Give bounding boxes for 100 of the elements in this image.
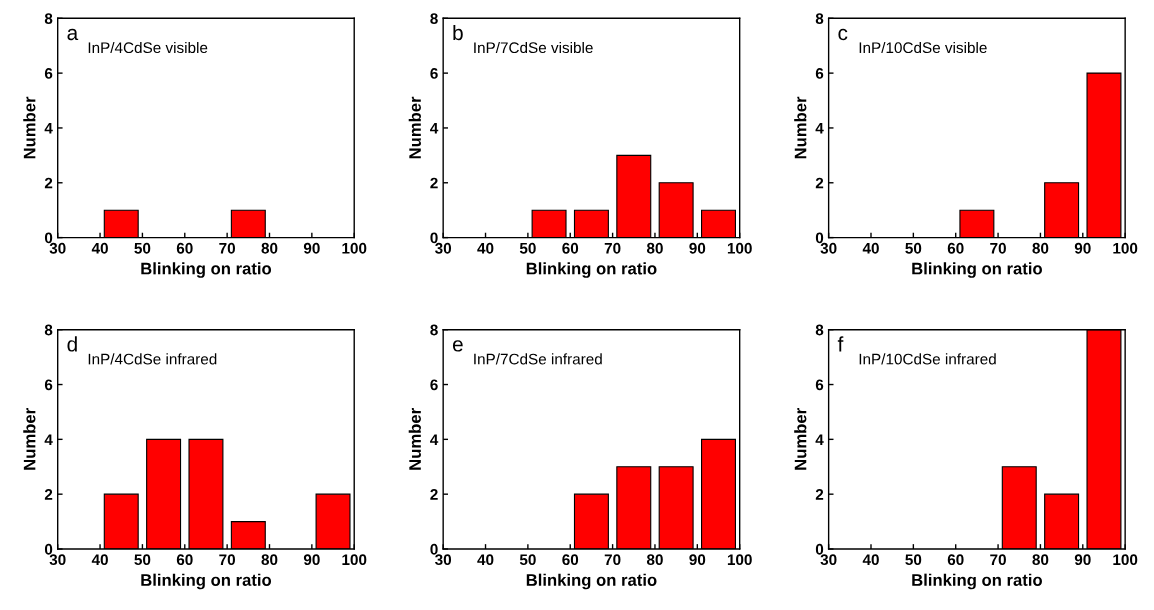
x-tick-label: 80 (646, 554, 663, 566)
x-tick-label: 40 (477, 554, 494, 566)
y-tick-label: 0 (44, 543, 53, 555)
x-tick-label: 60 (562, 554, 579, 566)
x-tick-label: 50 (905, 554, 922, 566)
x-tick-label: 100 (727, 242, 752, 254)
y-tick-label: 2 (44, 489, 53, 500)
x-tick-label: 70 (219, 554, 236, 566)
y-tick-label: 6 (815, 67, 824, 79)
annotation: InP/4CdSe visible (88, 41, 208, 54)
y-tick-label: 4 (815, 122, 824, 134)
annotation: d (67, 336, 77, 352)
x-tick-label: 90 (1074, 554, 1091, 566)
y-tick-label: 6 (430, 67, 438, 79)
y-tick-label: 8 (815, 324, 824, 336)
y-tick-label: 8 (44, 13, 53, 24)
y-tick-label: 6 (44, 379, 53, 391)
annotation: b (453, 24, 463, 41)
y-tick-label: 8 (815, 13, 824, 24)
x-tick-label: 50 (134, 242, 151, 254)
y-tick-label: 2 (815, 177, 824, 189)
annotation: e (452, 340, 463, 352)
x-tick-label: 70 (604, 554, 621, 566)
annotation: InP/7CdSe visible (474, 41, 593, 54)
x-tick-label: 100 (727, 554, 752, 566)
y-tick-label: 8 (430, 13, 438, 24)
y-tick-label: 0 (430, 543, 438, 555)
x-tick-label: 100 (342, 554, 367, 566)
x-tick-label: 60 (176, 554, 193, 566)
y-axis-title: Number (794, 96, 807, 159)
y-tick-label: 0 (44, 232, 53, 244)
x-tick-label: 40 (91, 242, 108, 254)
annotation: InP/7CdSe infrared (474, 353, 602, 365)
x-tick-label: 60 (562, 242, 579, 254)
x-tick-label: 90 (689, 242, 706, 254)
x-tick-label: 90 (303, 554, 320, 566)
x-tick-label: 30 (820, 242, 837, 254)
y-tick-label: 4 (815, 434, 824, 445)
annotation: InP/10CdSe infrared (859, 353, 996, 365)
y-tick-label: 2 (430, 177, 438, 189)
annotation: f (837, 336, 844, 352)
annotation: InP/10CdSe visible (859, 41, 987, 54)
y-tick-label: 0 (815, 543, 824, 555)
x-tick-label: 40 (477, 242, 494, 254)
x-tick-label: 60 (176, 242, 193, 254)
x-tick-label: 100 (342, 242, 367, 254)
x-tick-label: 90 (303, 242, 320, 254)
y-axis-title: Number (794, 408, 807, 470)
x-tick-label: 80 (1032, 554, 1049, 566)
x-tick-label: 70 (990, 554, 1006, 566)
x-axis-title: Blinking on ratio (141, 573, 272, 590)
x-tick-label: 70 (219, 242, 236, 254)
x-tick-label: 70 (604, 242, 621, 254)
x-tick-label: 60 (947, 554, 964, 566)
y-tick-label: 6 (430, 379, 438, 391)
annotation: InP/4CdSe infrared (88, 353, 217, 365)
x-tick-label: 90 (689, 554, 706, 566)
y-tick-label: 4 (430, 434, 439, 445)
x-tick-label: 40 (91, 554, 108, 566)
y-tick-label: 0 (815, 232, 824, 244)
y-tick-label: 0 (430, 232, 438, 244)
y-tick-label: 6 (44, 67, 53, 79)
y-tick-label: 4 (430, 122, 439, 134)
x-tick-label: 90 (1074, 242, 1091, 254)
y-tick-label: 2 (430, 489, 438, 500)
x-axis-title: Blinking on ratio (526, 573, 657, 590)
y-axis-title: Number (23, 96, 36, 159)
x-tick-label: 30 (49, 242, 66, 254)
y-axis-title: Number (408, 96, 421, 159)
y-tick-label: 2 (44, 177, 53, 189)
y-tick-label: 8 (44, 324, 53, 336)
annotation: a (67, 28, 79, 41)
y-tick-label: 6 (815, 379, 824, 391)
x-tick-label: 100 (1113, 242, 1138, 254)
x-tick-label: 80 (261, 242, 278, 254)
x-axis-title: Blinking on ratio (526, 262, 657, 278)
x-tick-label: 50 (519, 242, 536, 254)
x-axis-title: Blinking on ratio (912, 573, 1042, 590)
x-axis-title: Blinking on ratio (912, 262, 1042, 278)
x-tick-label: 50 (134, 554, 151, 566)
y-axis-title: Number (408, 408, 421, 470)
x-tick-label: 30 (435, 242, 452, 254)
annotation: c (838, 28, 848, 41)
x-tick-label: 80 (1032, 242, 1049, 254)
x-tick-label: 50 (519, 554, 536, 566)
x-tick-label: 60 (947, 242, 964, 254)
x-tick-label: 40 (862, 242, 879, 254)
x-tick-label: 80 (261, 554, 278, 566)
x-tick-label: 40 (862, 554, 879, 566)
y-tick-label: 2 (815, 489, 824, 500)
y-tick-label: 8 (430, 324, 438, 336)
y-axis-title: Number (23, 408, 36, 470)
x-tick-label: 30 (49, 554, 66, 566)
x-tick-label: 70 (990, 242, 1006, 254)
x-tick-label: 30 (820, 554, 837, 566)
x-tick-label: 100 (1113, 554, 1138, 566)
x-tick-label: 50 (905, 242, 922, 254)
x-tick-label: 80 (646, 242, 663, 254)
y-tick-label: 4 (44, 434, 53, 445)
x-axis-title: Blinking on ratio (141, 262, 272, 278)
